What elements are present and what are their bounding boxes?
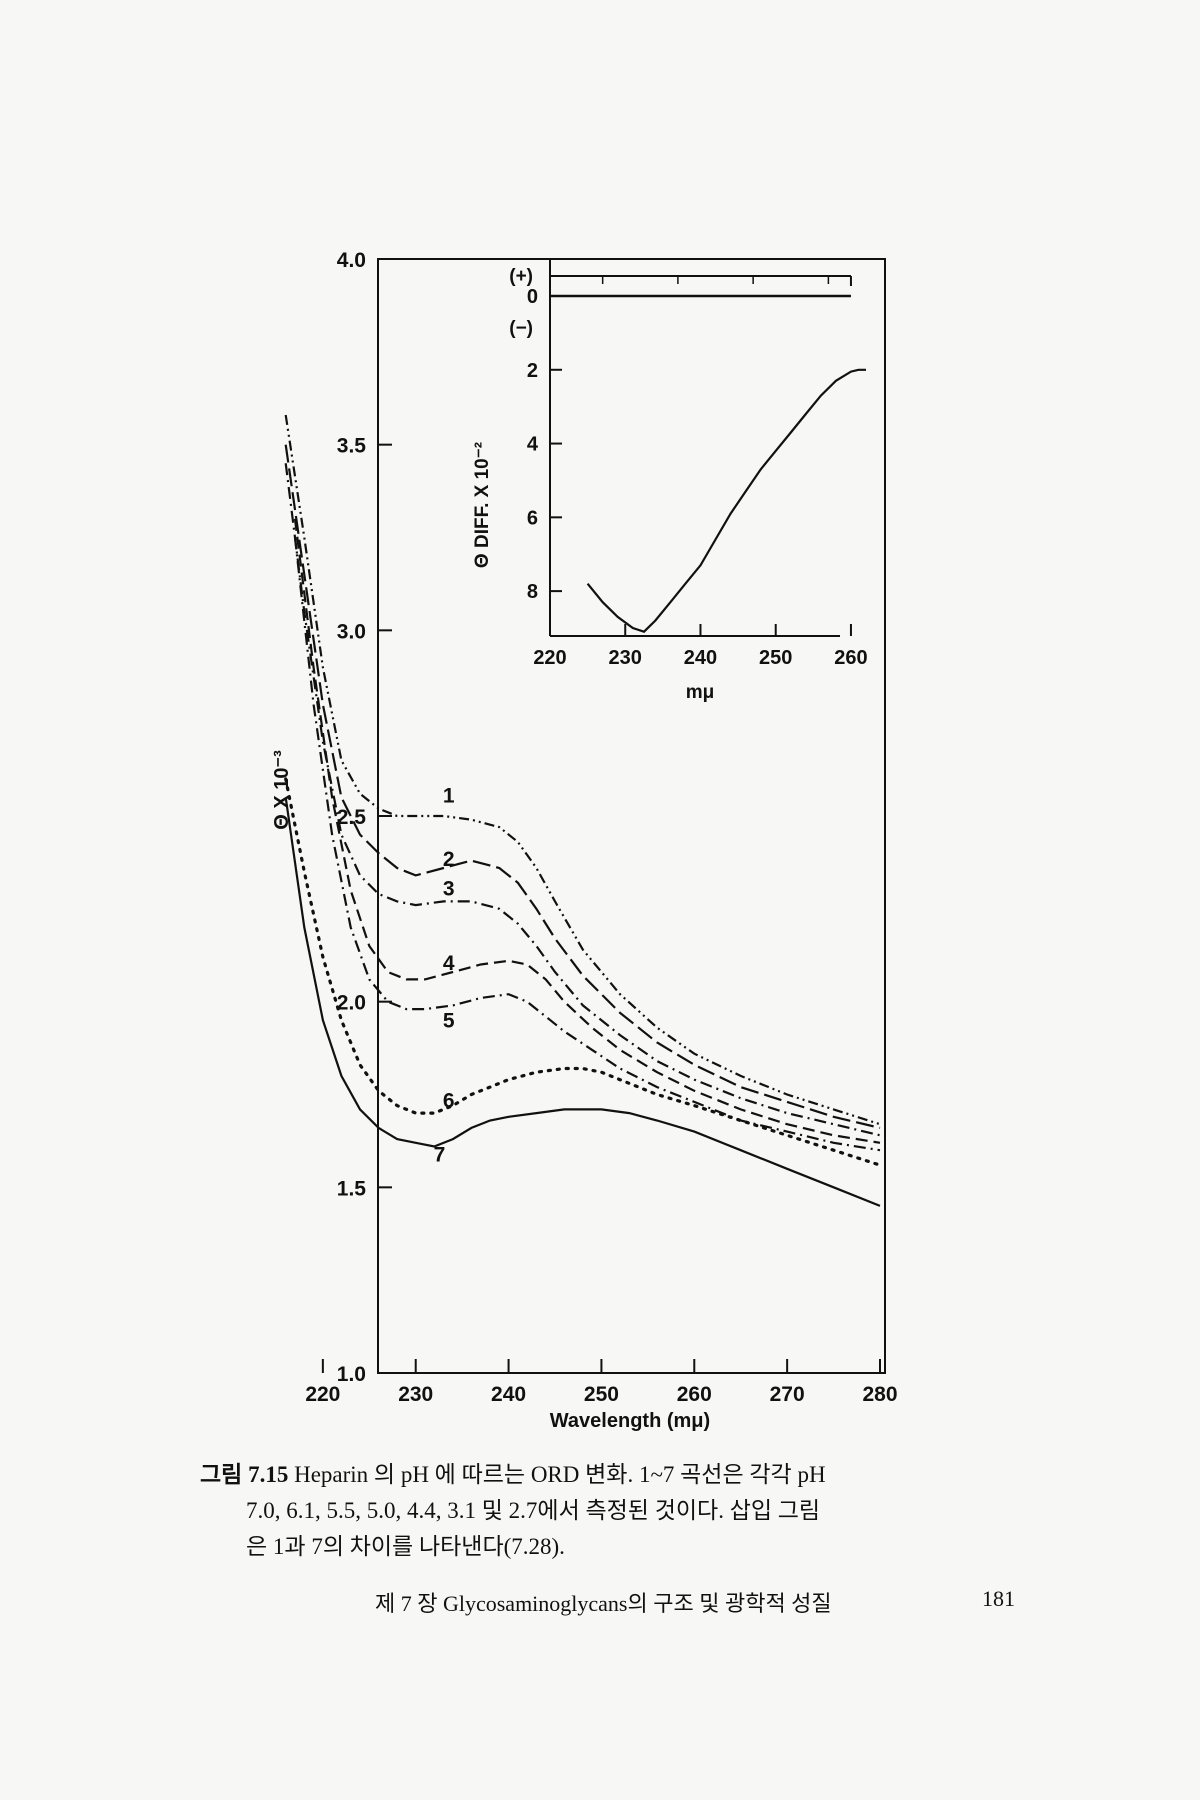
inset-x-tick-label: 260 <box>834 647 867 669</box>
main-x-tick-label: 250 <box>584 1383 619 1406</box>
figure-caption: 그림 7.15 Heparin 의 pH 에 따르는 ORD 변화. 1~7 곡… <box>200 1457 1030 1565</box>
inset-y-tick-label: 6 <box>527 507 538 529</box>
main-plot-frame <box>377 258 886 1374</box>
curve-label-2: 2 <box>443 848 455 871</box>
main-x-tick-label: 270 <box>770 1383 805 1406</box>
curve-label-1: 1 <box>443 785 455 808</box>
inset-negative-sign: (−) <box>509 318 533 339</box>
main-x-axis-label: Wavelength (mμ) <box>550 1410 710 1432</box>
curve-label-6: 6 <box>443 1089 455 1112</box>
main-y-tick-label: 2.0 <box>337 992 366 1015</box>
chapter-title: 제 7 장 Glycosaminoglycans의 구조 및 광학적 성질 <box>375 1591 832 1616</box>
inset-x-tick-label: 250 <box>759 647 792 669</box>
caption-line-3: 은 1과 7의 차이를 나타낸다(7.28). <box>246 1534 565 1559</box>
inset-positive-sign: (+) <box>509 266 533 287</box>
inset-x-tick-label: 220 <box>533 647 566 669</box>
curve-label-3: 3 <box>443 878 455 901</box>
main-x-tick-label: 260 <box>677 1383 712 1406</box>
series-6-line <box>284 777 882 1167</box>
series-1-line <box>284 414 881 1126</box>
main-x-tick-label: 240 <box>491 1383 526 1406</box>
main-y-tick-label: 4.0 <box>337 249 366 272</box>
inset-x-axis-label: mμ <box>686 682 715 703</box>
main-x-tick-label: 280 <box>862 1383 897 1406</box>
main-y-tick-label: 1.5 <box>337 1177 367 1200</box>
inset-y-tick-label: 0 <box>527 286 538 308</box>
series-7-line <box>284 797 881 1207</box>
curve-label-4: 4 <box>443 952 455 975</box>
main-series <box>284 414 882 1207</box>
page-number: 181 <box>982 1586 1015 1611</box>
caption-line-1: Heparin 의 pH 에 따르는 ORD 변화. 1~7 곡선은 각각 pH <box>288 1462 826 1487</box>
caption-line-2: 7.0, 6.1, 5.5, 5.0, 4.4, 3.1 및 2.7에서 측정된… <box>246 1498 821 1523</box>
inset-x-tick-label: 240 <box>684 647 717 669</box>
main-y-tick-label: 2.5 <box>337 806 367 829</box>
curve-labels: 1 2 3 4 5 6 7 <box>434 785 455 1167</box>
inset-y-tick-label: 8 <box>527 581 538 603</box>
curve-label-7: 7 <box>434 1143 446 1166</box>
main-x-tick-label: 220 <box>305 1383 340 1406</box>
curve-label-5: 5 <box>443 1010 455 1033</box>
inset-axes: (+) (−) 0 2 4 6 8 220 230 240 250 260 <box>509 259 868 669</box>
main-y-tick-label: 3.5 <box>337 435 367 458</box>
caption-figure-number: 그림 7.15 <box>200 1462 289 1487</box>
main-y-tick-label: 3.0 <box>337 620 366 643</box>
page-footer: 제 7 장 Glycosaminoglycans의 구조 및 광학적 성질 18… <box>375 1586 1015 1618</box>
main-x-tick-label: 230 <box>398 1383 433 1406</box>
inset-difference-line <box>586 368 866 633</box>
inset-x-tick-label: 230 <box>609 647 642 669</box>
inset-series <box>586 368 866 633</box>
series-4-line <box>293 518 881 1144</box>
inset-y-tick-label: 2 <box>527 360 538 382</box>
inset-y-axis-label: Θ DIFF. X 10⁻² <box>472 442 493 568</box>
series-5-line <box>293 537 881 1152</box>
main-y-tick-label: 1.0 <box>337 1363 366 1386</box>
inset-y-tick-label: 4 <box>527 434 539 456</box>
series-2-line <box>284 444 881 1129</box>
series-3-line <box>284 463 881 1137</box>
